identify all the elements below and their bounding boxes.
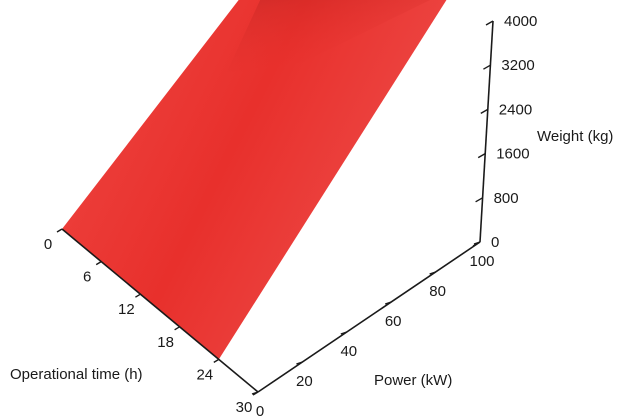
time-tick-mark xyxy=(95,260,102,266)
power-tick-mark xyxy=(384,301,392,305)
time-tick-mark xyxy=(213,358,220,364)
weight-tick-label: 2400 xyxy=(499,101,532,118)
time-tick-label: 24 xyxy=(196,366,213,383)
weight-tick-label: 800 xyxy=(494,190,519,207)
power-tick-label: 20 xyxy=(296,373,313,390)
weight-tick-mark xyxy=(472,241,481,247)
power-tick-label: 80 xyxy=(429,283,446,300)
time-axis-title: Operational time (h) xyxy=(10,366,143,383)
time-tick-label: 18 xyxy=(157,334,174,351)
time-tick-label: 12 xyxy=(118,301,135,318)
power-axis-title: Power (kW) xyxy=(374,372,452,389)
power-axis-line xyxy=(257,241,481,393)
weight-tick-label: 0 xyxy=(491,234,499,251)
weight-tick-mark xyxy=(475,197,483,203)
power-tick-mark xyxy=(429,271,436,275)
power-tick-label: 100 xyxy=(469,253,494,270)
weight-tick-mark xyxy=(485,20,494,26)
time-tick-label: 0 xyxy=(44,236,52,253)
power-tick-label: 40 xyxy=(340,343,357,360)
weight-axis-line xyxy=(479,20,494,243)
weight-tick-label: 3200 xyxy=(501,57,534,74)
axes-layer xyxy=(56,20,494,396)
weight-tick-mark xyxy=(480,108,489,115)
time-tick-mark xyxy=(56,228,63,233)
time-tick-label: 30 xyxy=(236,399,253,416)
surface-ridge-shade xyxy=(226,0,431,73)
power-tick-mark xyxy=(296,361,303,365)
weight-tick-mark xyxy=(477,152,486,159)
power-tick-mark xyxy=(251,391,259,395)
power-tick-label: 0 xyxy=(256,403,264,418)
weight-tick-mark xyxy=(483,64,491,70)
power-tick-mark xyxy=(340,331,348,335)
surface-face xyxy=(62,0,447,360)
weight-tick-label: 4000 xyxy=(504,13,537,30)
time-tick-mark xyxy=(174,326,180,331)
power-tick-label: 60 xyxy=(385,313,402,330)
surface-layer xyxy=(62,0,447,360)
time-axis-line xyxy=(61,228,259,393)
weight-tick-label: 1600 xyxy=(496,146,529,163)
weight-axis-title: Weight (kg) xyxy=(537,128,613,145)
time-tick-mark xyxy=(135,293,141,298)
time-tick-label: 6 xyxy=(83,269,91,286)
